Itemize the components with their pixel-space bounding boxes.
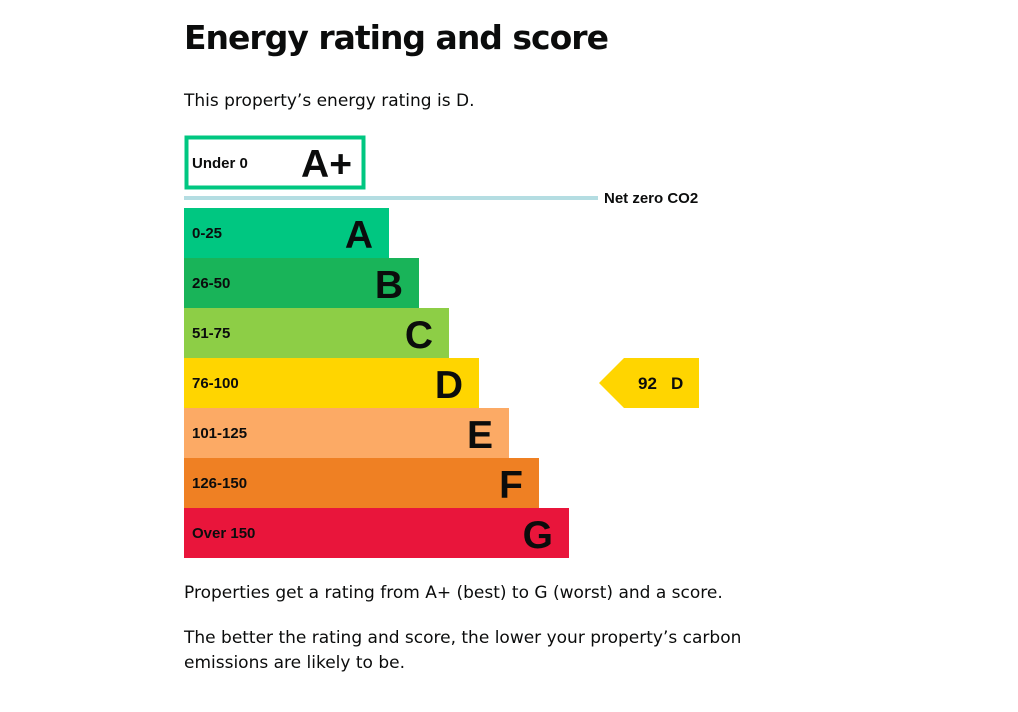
net-zero-label: Net zero CO2 (604, 190, 698, 207)
band-b-range: 26-50 (192, 275, 230, 292)
band-d-bar (184, 358, 479, 408)
band-a-bar (184, 208, 389, 258)
band-f-range: 126-150 (192, 475, 247, 492)
current-rating-arrow (599, 358, 699, 408)
energy-rating-summary: This property’s energy rating is D. (184, 89, 474, 114)
rating-bands: 0-25 A 26-50 B 51-75 C 76-100 D 101-125 E 126-150 F… (184, 208, 569, 558)
current-rating-marker: 92 D (599, 358, 699, 408)
band-f-bar (184, 458, 539, 508)
band-a-letter: A (345, 214, 373, 257)
band-b-letter: B (375, 264, 403, 307)
band-a-plus-range: Under 0 (192, 155, 248, 172)
band-g-letter: G (523, 514, 553, 557)
intro-rating-letter: D (455, 91, 470, 111)
rating-explanation: Properties get a rating from A+ (best) t… (184, 583, 723, 603)
band-f-letter: F (499, 464, 523, 507)
current-rating-score: 92 (638, 374, 657, 393)
band-a-plus-outline (184, 135, 366, 190)
intro-prefix: This property’s energy rating is (184, 91, 456, 111)
band-g-bar (184, 508, 569, 558)
band-c-bar (184, 308, 449, 358)
band-e-range: 101-125 (192, 425, 247, 442)
band-a-plus-letter: A+ (301, 143, 352, 186)
band-a-range: 0-25 (192, 225, 222, 242)
band-e-letter: E (467, 414, 493, 457)
current-rating-letter: D (671, 374, 683, 393)
band-g-range: Over 150 (192, 525, 255, 542)
band-a-plus: Under 0 A+ (184, 135, 366, 190)
band-d-range: 76-100 (192, 375, 239, 392)
band-c-letter: C (405, 314, 433, 357)
carbon-explanation: The better the rating and score, the low… (184, 628, 742, 673)
band-e-bar (184, 408, 509, 458)
page-title: Energy rating and score (184, 18, 609, 57)
intro-suffix: . (469, 91, 475, 111)
band-d-letter: D (435, 364, 463, 407)
band-c-range: 51-75 (192, 325, 230, 342)
band-b-bar (184, 258, 419, 308)
